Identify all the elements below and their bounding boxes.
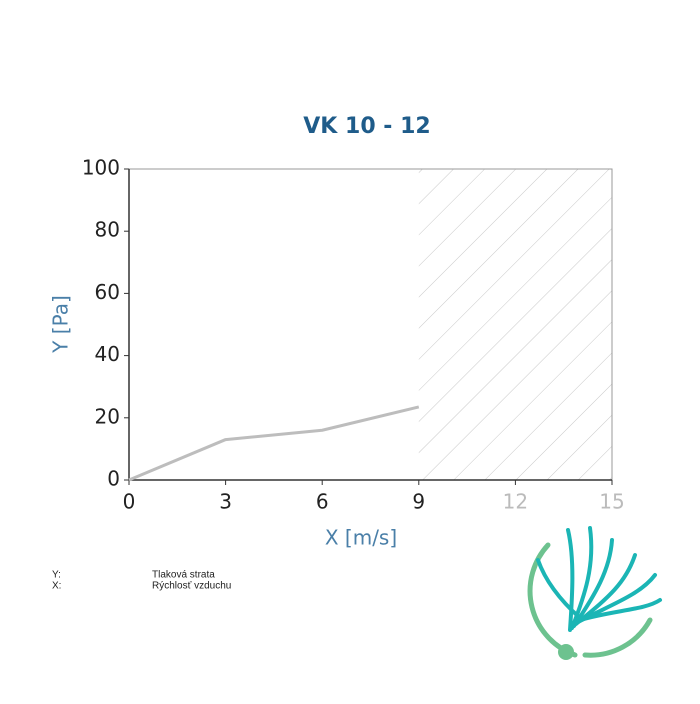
x-tick-label: 12 bbox=[503, 490, 528, 514]
y-tick-label: 80 bbox=[95, 218, 120, 242]
plot-area: 0 20 40 60 80 100 0 3 6 9 12 15 bbox=[82, 156, 625, 514]
note-text: Tlaková strata bbox=[152, 570, 215, 581]
notes: Y: Tlaková strata X: Rýchlosť vzduchu bbox=[52, 570, 231, 592]
logo bbox=[527, 526, 662, 660]
note-key: X: bbox=[52, 581, 61, 592]
series-line bbox=[128, 405, 420, 482]
y-tick-label: 20 bbox=[95, 404, 120, 428]
x-tick-label: 15 bbox=[599, 490, 624, 514]
y-axis-label: Y [Pa] bbox=[49, 295, 73, 354]
y-tick-label: 0 bbox=[107, 467, 120, 491]
shaded-region bbox=[418, 169, 612, 480]
y-tick-label: 60 bbox=[95, 280, 120, 304]
x-tick-label: 0 bbox=[123, 490, 136, 514]
y-tick-label: 40 bbox=[95, 342, 120, 366]
x-tick-label: 3 bbox=[219, 490, 232, 514]
x-axis-label: X [m/s] bbox=[325, 526, 397, 550]
x-tick-label: 9 bbox=[412, 490, 425, 514]
note-text: Rýchlosť vzduchu bbox=[152, 581, 231, 592]
y-tick-label: 100 bbox=[82, 156, 120, 180]
note-key: Y: bbox=[52, 570, 61, 581]
x-tick-label: 6 bbox=[316, 490, 329, 514]
chart-title: VK 10 - 12 bbox=[303, 114, 430, 139]
